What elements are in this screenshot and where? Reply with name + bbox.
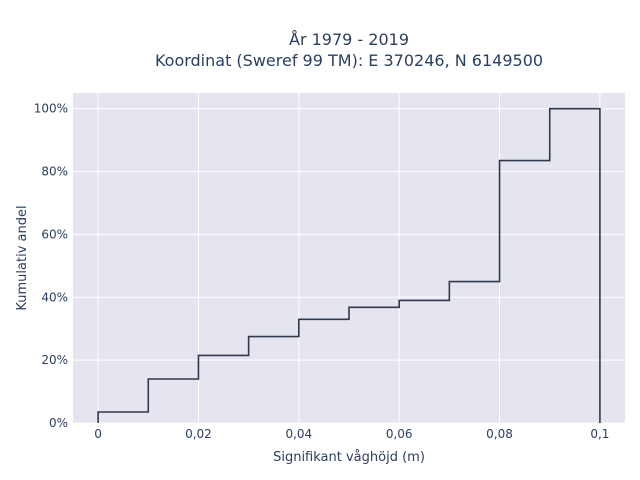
x-tick-label: 0,04	[285, 427, 312, 441]
x-tick-label: 0,08	[486, 427, 513, 441]
x-tick-label: 0,02	[185, 427, 212, 441]
x-tick-labels: 0 0,02 0,04 0,06 0,08 0,1	[94, 427, 609, 441]
x-tick-label: 0,1	[590, 427, 609, 441]
grid-y	[73, 108, 625, 424]
x-axis-title: Signifikant våghöjd (m)	[273, 450, 425, 465]
y-axis-title: Kumulativ andel	[15, 205, 30, 310]
chart-title: År 1979 - 2019	[289, 30, 409, 49]
x-tick-label: 0	[94, 427, 102, 441]
y-tick-label: 20%	[41, 353, 68, 367]
cumulative-step-line	[97, 107, 601, 423]
y-tick-label: 100%	[34, 102, 68, 116]
y-tick-label: 60%	[41, 227, 68, 241]
y-tick-label: 0%	[49, 416, 68, 430]
y-tick-label: 40%	[41, 290, 68, 304]
plot-background	[73, 93, 625, 423]
x-tick-label: 0,06	[386, 427, 413, 441]
chart-subtitle: Koordinat (Sweref 99 TM): E 370246, N 61…	[155, 51, 543, 70]
y-tick-label: 80%	[41, 165, 68, 179]
y-tick-labels: 0% 20% 40% 60% 80% 100%	[34, 102, 68, 430]
